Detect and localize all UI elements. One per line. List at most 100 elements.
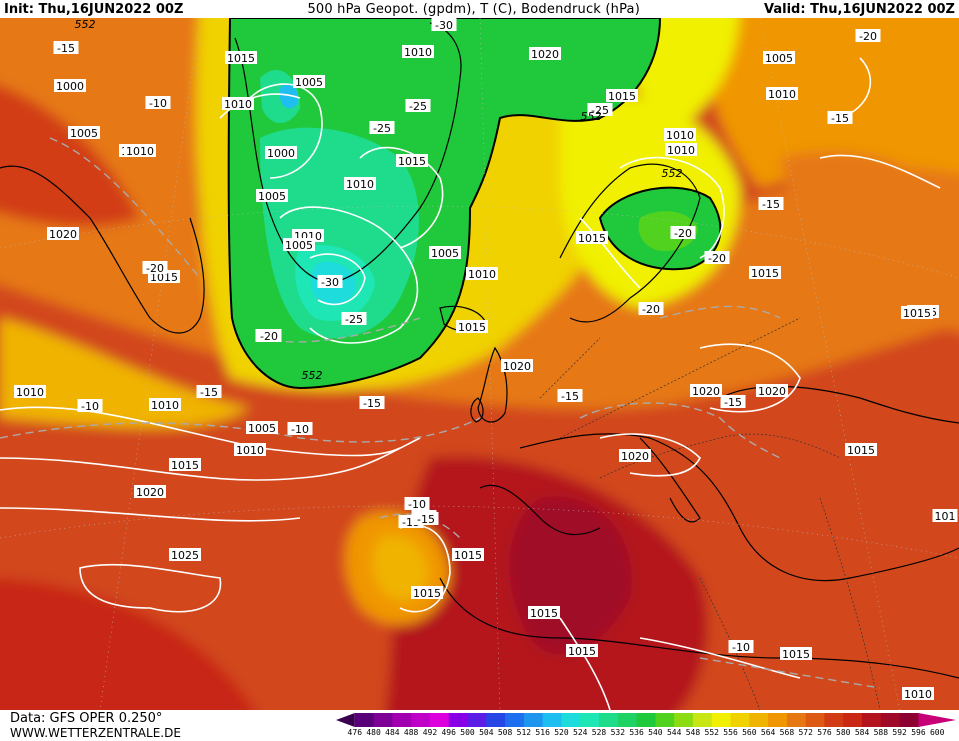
isobar-label: 1020: [756, 384, 788, 398]
legend-level-label: 500: [460, 728, 475, 737]
legend-level-label: 504: [479, 728, 494, 737]
svg-text:1015: 1015: [782, 648, 810, 661]
fill-russia-2: [780, 151, 959, 333]
legend-swatch: [880, 713, 901, 727]
isobar-1010-scand: [619, 156, 725, 259]
svg-text:-10: -10: [81, 400, 99, 413]
temp-minus20-europe: [659, 305, 781, 319]
isobar-label: 1010: [14, 385, 46, 399]
svg-text:1015: 1015: [458, 321, 486, 334]
temperature-label: -10: [728, 640, 754, 654]
weather-map: 1015 1010 1000 1005 1010 1015 1010 1020 1015 1005…: [0, 18, 959, 710]
svg-text:-15: -15: [561, 390, 579, 403]
legend-swatch: [392, 713, 412, 727]
country-borders: [539, 317, 881, 710]
temperature-label: -15: [758, 197, 784, 211]
svg-text:1005: 1005: [258, 190, 286, 203]
legend-level-label: 572: [798, 728, 813, 737]
temperature-label: -20: [670, 226, 696, 240]
isobar-1000-low: [309, 253, 366, 306]
temperature-label: -15: [827, 111, 853, 125]
isobar-label: 1005: [68, 126, 100, 140]
svg-text:1005: 1005: [765, 52, 793, 65]
svg-text:552: 552: [662, 167, 683, 180]
fill-canada-red: [0, 85, 140, 227]
svg-text:-20: -20: [859, 30, 877, 43]
svg-text:-10: -10: [408, 498, 426, 511]
isobar-label: 1015: [901, 306, 933, 320]
svg-text:1020: 1020: [136, 486, 164, 499]
isobar-label: 1010: [344, 177, 376, 191]
svg-text:-15: -15: [831, 112, 849, 125]
isobar-label: 1010: [902, 687, 934, 701]
isobar-label: 1005: [256, 189, 288, 203]
isobar-label: 1010: [124, 144, 156, 158]
svg-text:1010: 1010: [126, 145, 154, 158]
isobar-label: 1010: [665, 143, 697, 157]
scandinavia-low-core: [638, 211, 698, 252]
legend-level-label: 524: [573, 728, 588, 737]
legend-level-label: 516: [535, 728, 550, 737]
grid-lon-1: [479, 18, 501, 710]
isobar-label: 1005: [763, 51, 795, 65]
legend-swatch: [674, 713, 694, 727]
svg-text:-25: -25: [591, 104, 609, 117]
data-source: Data: GFS OPER 0.250°: [10, 711, 163, 726]
svg-text:552: 552: [302, 369, 323, 382]
isobar-label: 1015: [576, 231, 608, 245]
isobar-label: 1010: [222, 97, 254, 111]
lat-lon-grid: [0, 18, 959, 710]
temperature-label: -10: [404, 497, 430, 511]
svg-text:1010: 1010: [236, 444, 264, 457]
isobar-label: 1010: [402, 45, 434, 59]
africa-coast: [439, 577, 959, 679]
svg-text:1010: 1010: [904, 688, 932, 701]
map-title: 500 hPa Geopot. (gpdm), T (C), Bodendruc…: [307, 1, 640, 17]
svg-text:1015: 1015: [171, 459, 199, 472]
legend-swatch: [805, 713, 825, 727]
legend-swatch: [580, 713, 600, 727]
isobar-label: 1005: [293, 75, 325, 89]
isobar-labels: 1015 1010 1000 1005 1010 1015 1010 1020 1015 1005…: [14, 45, 958, 701]
svg-text:-30: -30: [435, 19, 453, 32]
temperature-label: -30: [431, 18, 457, 32]
svg-text:552: 552: [581, 110, 602, 123]
isobar-1005-greenland: [249, 83, 323, 179]
temp-minus15-europe: [579, 402, 781, 459]
svg-text:1010: 1010: [666, 129, 694, 142]
svg-text:1015: 1015: [398, 155, 426, 168]
svg-text:1005: 1005: [431, 247, 459, 260]
isobar-1010-nw: [219, 93, 301, 119]
svg-text:-15: -15: [363, 397, 381, 410]
legend-swatch: [467, 713, 487, 727]
isobar-1025-azores: [79, 563, 222, 613]
temperature-label: -30: [317, 275, 343, 289]
isobar-1015-scand: [579, 217, 641, 289]
svg-text:1010: 1010: [346, 178, 374, 191]
geopotential-label: 552: [581, 110, 602, 123]
fill-cutoff-core: [372, 535, 429, 601]
legend-level-label: 520: [554, 728, 569, 737]
svg-text:1010: 1010: [768, 88, 796, 101]
legend-level-label: 600: [929, 728, 945, 737]
svg-text:1025: 1025: [171, 549, 199, 562]
britain-coast: [477, 346, 508, 423]
svg-text:1015: 1015: [608, 90, 636, 103]
geopotential-label: 552: [302, 369, 323, 382]
temperature-label: -10: [145, 96, 171, 110]
svg-text:-15: -15: [724, 396, 742, 409]
temperature-label: -20: [256, 329, 282, 343]
ireland-coast: [470, 397, 484, 423]
svg-text:1015: 1015: [530, 607, 558, 620]
legend-level-label: 528: [591, 728, 607, 737]
fill-atlantic-yellow: [0, 318, 250, 428]
isobar-label: 1015: [528, 606, 560, 620]
greenland-coast: [234, 22, 462, 284]
svg-text:1005: 1005: [285, 239, 313, 252]
border-4: [699, 577, 761, 710]
svg-text:1005: 1005: [248, 422, 276, 435]
legend-level-label: 544: [666, 728, 682, 737]
isobar-label: 1000: [265, 146, 297, 160]
svg-text:1015: 1015: [454, 549, 482, 562]
isobar-label: 1020: [501, 359, 533, 373]
